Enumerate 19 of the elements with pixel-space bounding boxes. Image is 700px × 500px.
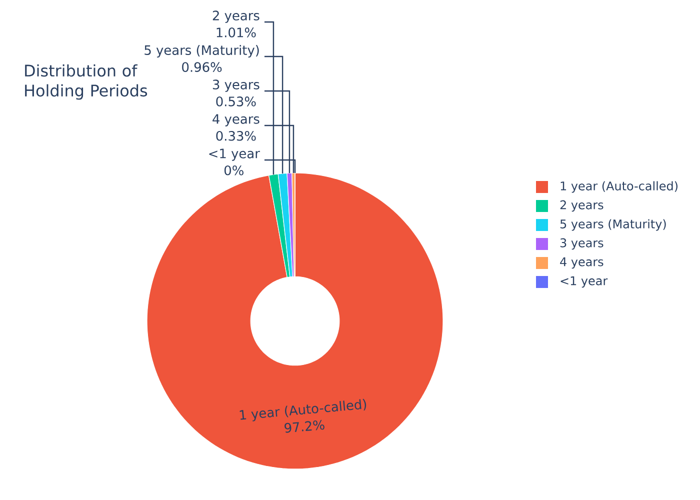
data-label: 0.96% [182, 62, 222, 72]
slice-label: 2 years [212, 10, 260, 23]
legend-label: 1 year (Auto-called) [560, 181, 678, 193]
slice-label: 3 years [212, 80, 260, 92]
text: 0% [224, 165, 244, 176]
data-label: 97.2% [284, 420, 324, 433]
legend-label: <1 year [560, 276, 608, 288]
slice-label: 5 years (Maturity) [144, 45, 259, 58]
legend-label: 5 years (Maturity) [560, 219, 666, 231]
data-label: 1.01% [216, 28, 256, 38]
legend-label: 4 years [560, 257, 604, 269]
legend-label: 3 years [560, 238, 604, 250]
data-label: 0.53% [216, 96, 256, 106]
legend-label: 2 years [560, 200, 604, 212]
slice-label: 4 years [212, 114, 260, 126]
category-label: <1 year [209, 148, 260, 161]
data-label: 0.33% [216, 130, 256, 141]
slice-label: 1 year (Auto-called) [240, 398, 366, 422]
text: Distribution of Holding Periods [25, 64, 148, 100]
